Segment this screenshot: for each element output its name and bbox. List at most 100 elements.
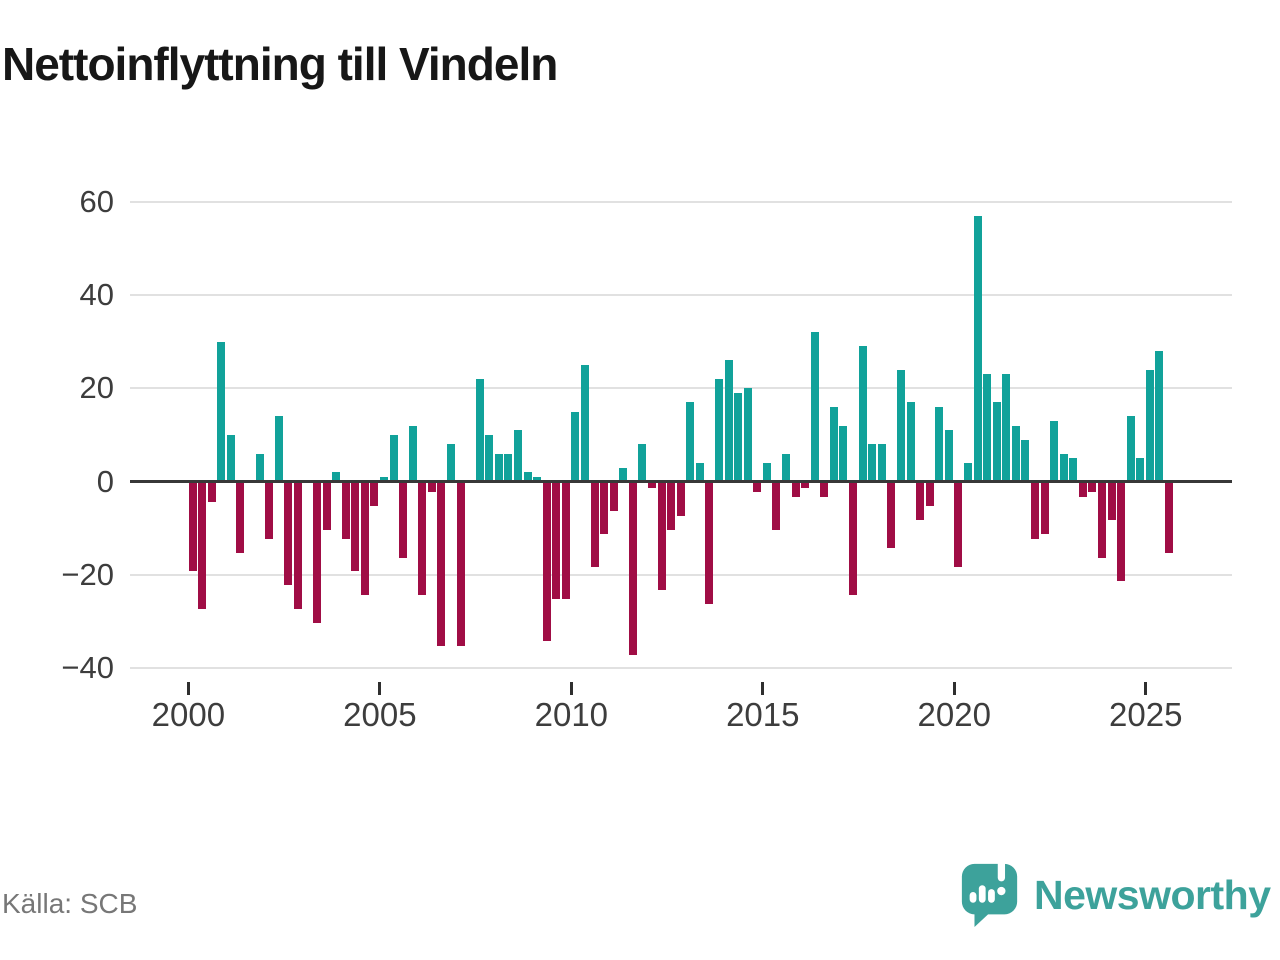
gridline	[130, 201, 1232, 204]
bar-2000-q3	[207, 483, 216, 502]
x-axis-zero-line	[130, 480, 1232, 483]
bar-2009-q2	[542, 483, 551, 642]
bar-2023-q1	[1069, 458, 1078, 482]
bar-2013-q4	[715, 379, 724, 482]
x-axis-tick	[378, 682, 382, 695]
bar-2019-q2	[925, 483, 934, 507]
bar-2022-q4	[1059, 453, 1068, 482]
bar-2004-q4	[370, 483, 379, 507]
bar-2000-q4	[217, 341, 226, 482]
bar-2016-q1	[801, 483, 810, 488]
x-tick-label: 2005	[343, 696, 417, 733]
gridline	[130, 666, 1232, 669]
y-tick-label: 0	[96, 463, 114, 499]
bar-2011-q2	[619, 467, 628, 482]
bar-2022-q1	[1030, 483, 1039, 539]
y-tick-label: 40	[79, 277, 114, 313]
x-axis-tick	[761, 682, 765, 695]
bar-2018-q1	[877, 444, 886, 482]
bar-2004-q3	[360, 483, 369, 595]
bar-2013-q1	[686, 402, 695, 482]
bar-2006-q1	[418, 483, 427, 595]
bar-2007-q4	[485, 434, 494, 482]
bar-2016-q3	[820, 483, 829, 497]
bar-2017-q1	[839, 425, 848, 482]
bar-2019-q4	[944, 430, 953, 482]
bar-2023-q2	[1078, 483, 1087, 497]
bar-2014-q3	[743, 388, 752, 482]
bar-2005-q2	[389, 434, 398, 482]
gridline	[130, 387, 1232, 390]
y-tick-label: −40	[61, 649, 114, 685]
bar-2024-q2	[1117, 483, 1126, 581]
y-tick-label: −20	[61, 556, 114, 592]
bar-2025-q2	[1155, 351, 1164, 482]
bar-2017-q2	[849, 483, 858, 595]
bar-2023-q3	[1088, 483, 1097, 493]
bar-2015-q4	[791, 483, 800, 497]
bar-2015-q2	[772, 483, 781, 530]
bar-2021-q1	[992, 402, 1001, 482]
page-title: Nettoinflyttning till Vindeln	[2, 38, 558, 90]
y-tick-label: 20	[79, 370, 114, 406]
bar-2005-q4	[408, 425, 417, 482]
bar-2011-q3	[628, 483, 637, 656]
bar-2020-q1	[954, 483, 963, 567]
bar-2010-q3	[590, 483, 599, 567]
x-axis-tick	[952, 682, 956, 695]
x-axis-tick	[1144, 682, 1148, 695]
bar-2024-q1	[1107, 483, 1116, 521]
bar-2025-q1	[1145, 369, 1154, 482]
bar-2021-q2	[1002, 374, 1011, 482]
x-axis-tick	[186, 682, 190, 695]
bar-2004-q1	[341, 483, 350, 539]
bar-2020-q4	[983, 374, 992, 482]
bar-2012-q1	[648, 483, 657, 488]
bar-2009-q4	[561, 483, 570, 600]
bar-2008-q4	[523, 472, 532, 482]
bar-2024-q4	[1136, 458, 1145, 482]
bar-2018-q3	[896, 369, 905, 482]
x-tick-label: 2000	[151, 696, 226, 733]
bar-2008-q2	[504, 453, 513, 482]
bar-2012-q4	[676, 483, 685, 516]
bar-2008-q3	[513, 430, 522, 482]
bar-2020-q3	[973, 216, 982, 482]
bar-2018-q2	[887, 483, 896, 549]
bar-2010-q2	[581, 365, 589, 482]
bar-2015-q1	[762, 462, 771, 482]
bar-2021-q3	[1011, 425, 1020, 482]
bar-2025-q3	[1164, 483, 1173, 553]
bar-2022-q3	[1050, 420, 1059, 482]
bar-2003-q3	[322, 483, 331, 530]
gridline	[130, 573, 1232, 576]
bar-2005-q3	[399, 483, 408, 558]
bar-2017-q4	[868, 444, 877, 482]
bar-2016-q2	[810, 332, 819, 482]
bar-2006-q4	[446, 444, 455, 482]
bar-2011-q1	[609, 483, 618, 511]
bar-2000-q1	[188, 483, 197, 572]
bar-2009-q1	[533, 476, 542, 482]
bar-2001-q4	[255, 453, 264, 482]
x-tick-label: 2020	[917, 696, 991, 733]
gridline	[130, 294, 1232, 297]
bar-2006-q3	[437, 483, 446, 646]
bar-2012-q3	[667, 483, 676, 530]
bar-2007-q1	[456, 483, 465, 646]
bar-2011-q4	[638, 444, 647, 482]
x-tick-label: 2025	[1109, 696, 1183, 733]
bar-2019-q1	[916, 483, 925, 521]
bar-2024-q3	[1126, 416, 1135, 482]
bar-2013-q2	[695, 462, 704, 482]
bar-2022-q2	[1040, 483, 1049, 535]
bar-2002-q3	[284, 483, 293, 586]
bar-2006-q2	[427, 483, 436, 493]
bar-2005-q1	[379, 476, 388, 482]
bar-2016-q4	[829, 406, 838, 482]
bar-2014-q2	[734, 393, 743, 482]
bar-2003-q2	[312, 483, 321, 623]
brand-name: Newsworthy	[1034, 872, 1271, 918]
y-tick-label: 60	[79, 184, 114, 220]
